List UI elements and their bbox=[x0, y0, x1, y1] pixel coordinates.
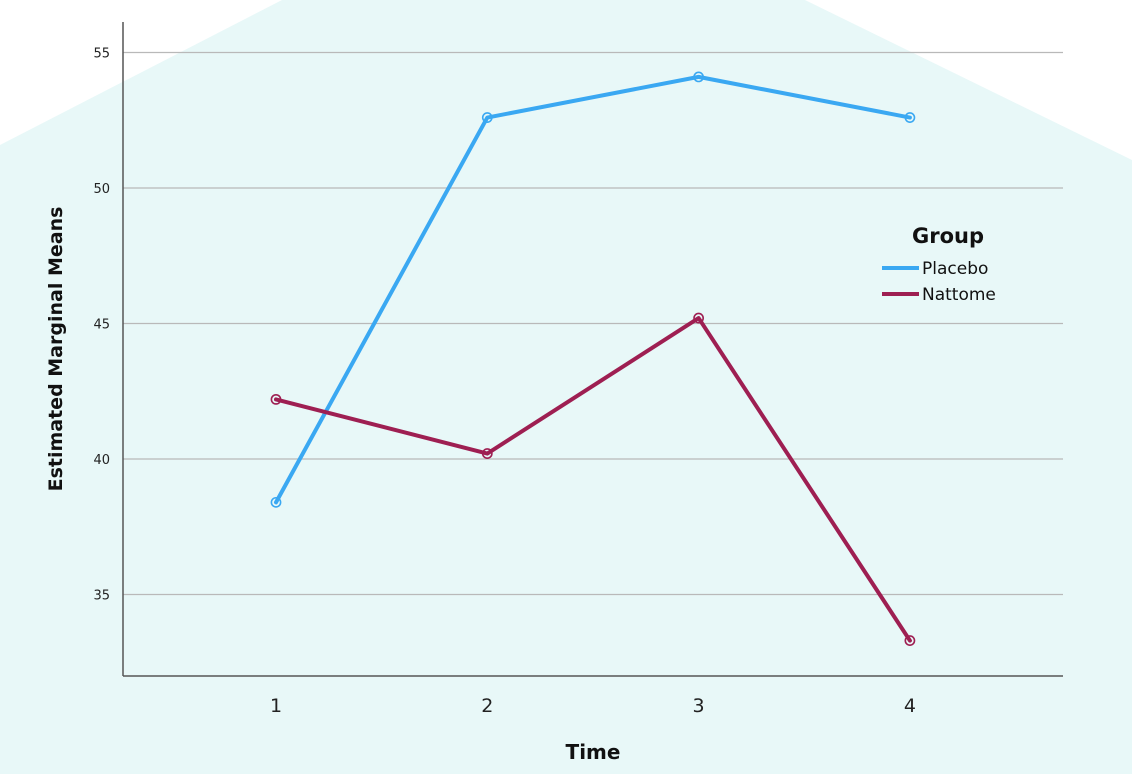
x-tick-label: 1 bbox=[270, 695, 282, 717]
legend-label-placebo: Placebo bbox=[922, 259, 988, 279]
data-point-placebo bbox=[693, 71, 704, 83]
data-point-nattome bbox=[481, 448, 493, 459]
legend-items: Placebo Nattome bbox=[882, 259, 996, 305]
data-point-placebo bbox=[904, 112, 916, 123]
x-axis-title: Time bbox=[566, 740, 621, 764]
legend-label-nattome: Nattome bbox=[922, 285, 996, 305]
legend: Group Placebo Nattome bbox=[882, 224, 996, 305]
series-line-placebo bbox=[274, 74, 912, 505]
series-placebo bbox=[270, 71, 916, 508]
series-line-nattome bbox=[274, 316, 912, 643]
y-axis-title: Estimated Marginal Means bbox=[45, 207, 67, 492]
y-tick-labels: 35 40 45 50 55 bbox=[93, 47, 110, 604]
series-nattome bbox=[270, 312, 916, 646]
axes bbox=[122, 22, 1063, 677]
y-tick-label: 35 bbox=[93, 589, 110, 604]
y-tick-label: 40 bbox=[93, 453, 110, 468]
gridlines bbox=[123, 51, 1063, 596]
x-tick-label: 4 bbox=[904, 695, 916, 717]
y-tick-label: 55 bbox=[93, 47, 110, 62]
series bbox=[270, 71, 916, 646]
data-point-placebo bbox=[481, 112, 493, 123]
x-tick-label: 2 bbox=[481, 695, 493, 717]
x-tick-labels: 1 2 3 4 bbox=[270, 695, 916, 717]
data-point-placebo bbox=[270, 496, 282, 508]
y-tick-label: 50 bbox=[93, 182, 110, 197]
data-point-nattome bbox=[904, 635, 916, 646]
x-tick-label: 3 bbox=[693, 695, 705, 717]
data-point-nattome bbox=[270, 393, 282, 405]
legend-title: Group bbox=[912, 224, 984, 248]
y-tick-label: 45 bbox=[93, 318, 110, 333]
data-point-nattome bbox=[693, 312, 704, 324]
